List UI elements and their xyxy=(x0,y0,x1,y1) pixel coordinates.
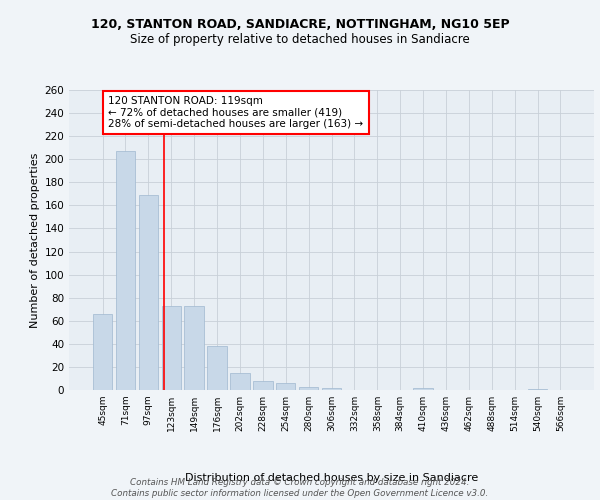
Bar xyxy=(276,383,295,390)
Bar xyxy=(139,195,158,390)
Text: Contains HM Land Registry data © Crown copyright and database right 2024.
Contai: Contains HM Land Registry data © Crown c… xyxy=(112,478,488,498)
Bar xyxy=(161,306,181,390)
Bar xyxy=(413,388,433,390)
Bar xyxy=(208,346,227,390)
Bar xyxy=(322,388,341,390)
Bar xyxy=(299,386,319,390)
Bar xyxy=(230,372,250,390)
Text: Size of property relative to detached houses in Sandiacre: Size of property relative to detached ho… xyxy=(130,32,470,46)
Bar xyxy=(116,151,135,390)
X-axis label: Distribution of detached houses by size in Sandiacre: Distribution of detached houses by size … xyxy=(185,473,478,483)
Bar xyxy=(528,389,547,390)
Text: 120 STANTON ROAD: 119sqm
← 72% of detached houses are smaller (419)
28% of semi-: 120 STANTON ROAD: 119sqm ← 72% of detach… xyxy=(109,96,364,129)
Bar xyxy=(93,314,112,390)
Bar xyxy=(184,306,204,390)
Y-axis label: Number of detached properties: Number of detached properties xyxy=(30,152,40,328)
Bar xyxy=(253,381,272,390)
Text: 120, STANTON ROAD, SANDIACRE, NOTTINGHAM, NG10 5EP: 120, STANTON ROAD, SANDIACRE, NOTTINGHAM… xyxy=(91,18,509,30)
